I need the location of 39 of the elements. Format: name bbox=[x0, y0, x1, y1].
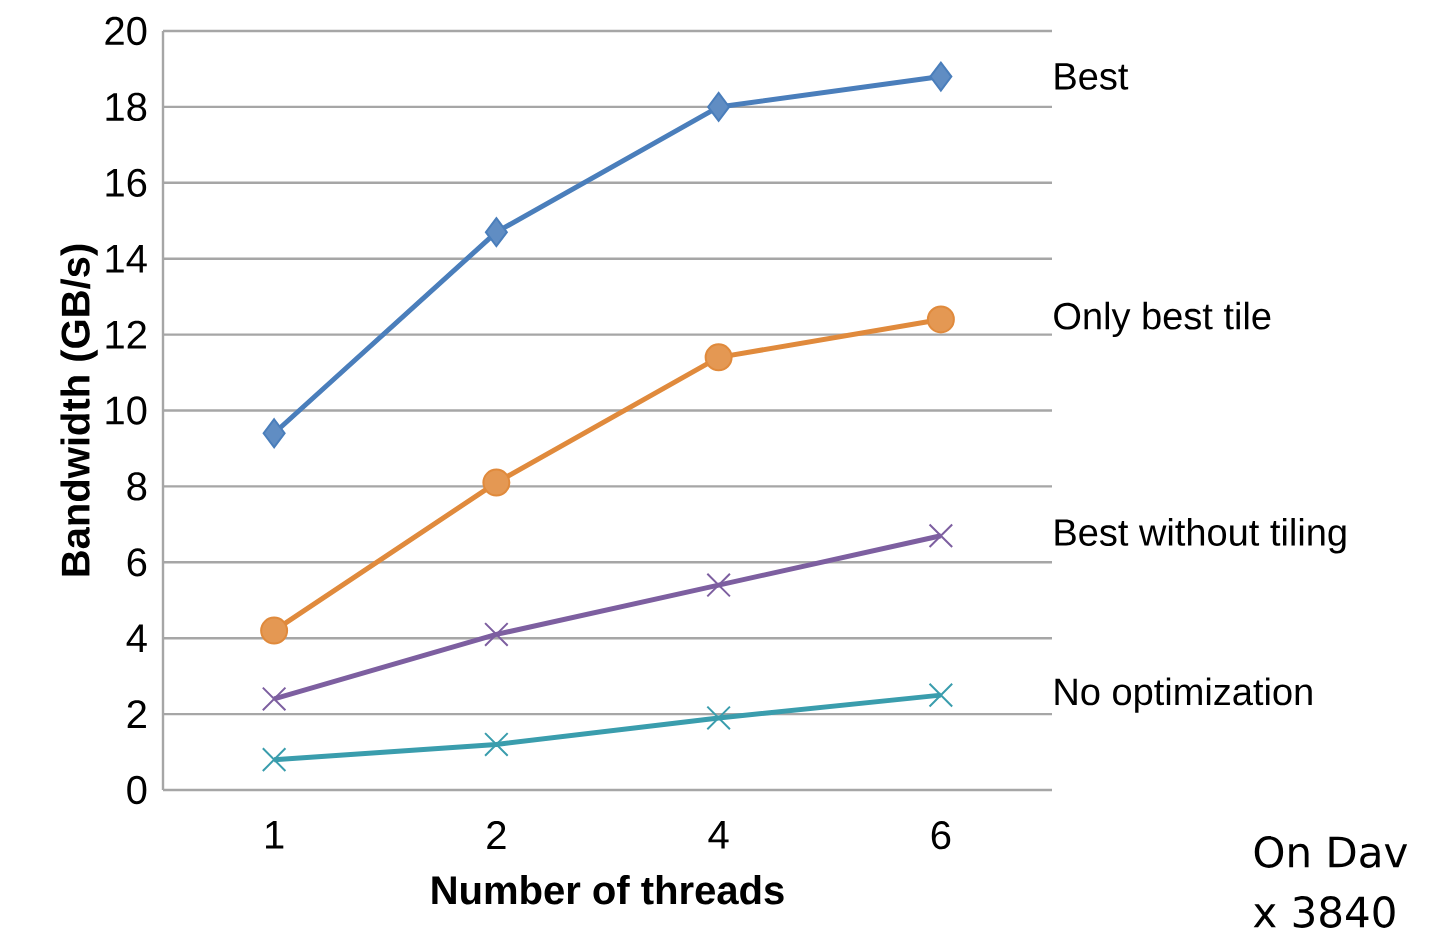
point bbox=[926, 305, 955, 334]
point bbox=[484, 732, 509, 757]
x-tick-label: 6 bbox=[931, 821, 951, 850]
point bbox=[706, 572, 731, 598]
y-tick-label: 10 bbox=[106, 396, 147, 425]
text: Best without tiling bbox=[1055, 518, 1346, 554]
point bbox=[704, 343, 733, 372]
y-tick-label: 2 bbox=[127, 700, 146, 729]
y-tick-label: 14 bbox=[106, 244, 147, 273]
y-tick-label: 18 bbox=[106, 92, 147, 122]
point bbox=[260, 616, 289, 645]
text: No optimization bbox=[1055, 677, 1312, 713]
x-axis-title: Number of threads bbox=[432, 875, 784, 905]
y-tick-label: 20 bbox=[105, 16, 147, 46]
y-tick-label: 6 bbox=[127, 548, 147, 577]
point bbox=[706, 705, 731, 731]
point bbox=[482, 468, 511, 497]
point bbox=[928, 682, 954, 708]
y-tick-label: 16 bbox=[106, 168, 147, 197]
y-tick-label: 12 bbox=[106, 320, 146, 349]
point bbox=[484, 217, 508, 248]
x-tick-label: 2 bbox=[487, 821, 506, 849]
text: x 3840 bbox=[1253, 896, 1395, 928]
point bbox=[262, 418, 286, 449]
point bbox=[928, 523, 954, 549]
point bbox=[929, 61, 953, 92]
text: On Dav bbox=[1254, 836, 1408, 868]
text: Only best tile bbox=[1054, 301, 1271, 338]
y-axis-title: Bandwidth (GB/s) bbox=[60, 244, 98, 576]
y-tick-label: 8 bbox=[127, 472, 147, 501]
point bbox=[707, 91, 731, 122]
point bbox=[261, 686, 287, 712]
x-tick-label: 4 bbox=[708, 821, 729, 849]
y-tick-label: 4 bbox=[126, 624, 147, 652]
point bbox=[484, 622, 509, 647]
y-tick-label: 0 bbox=[127, 775, 147, 805]
x-tick-label: 1 bbox=[266, 821, 284, 849]
text: Best bbox=[1055, 63, 1129, 90]
point bbox=[261, 747, 287, 772]
